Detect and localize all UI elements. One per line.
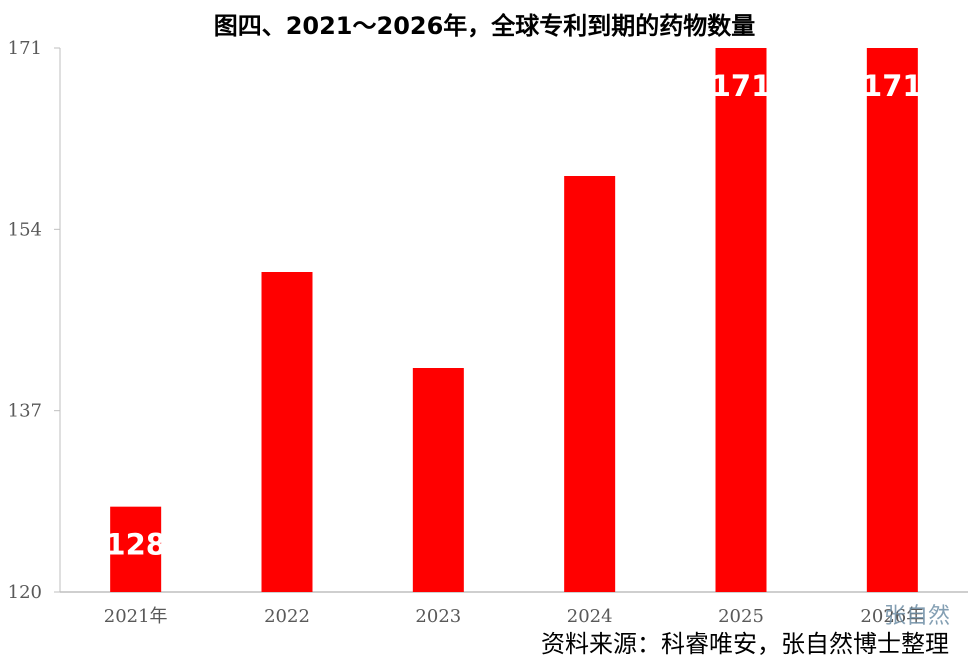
chart-title: 图四、2021～2026年，全球专利到期的药物数量 xyxy=(213,12,756,40)
data-label: 171 xyxy=(862,69,923,103)
bar-2021年 xyxy=(110,506,162,592)
y-tick-label: 137 xyxy=(8,401,42,422)
y-tick-label: 120 xyxy=(8,582,42,603)
y-tick-label: 171 xyxy=(8,38,42,59)
y-tick-label: 154 xyxy=(8,219,42,240)
bar-2023 xyxy=(412,368,464,592)
watermark-text: 张自然 xyxy=(884,604,951,629)
data-label: 128 xyxy=(105,528,166,562)
x-tick-label: 2021年 xyxy=(104,606,168,627)
x-tick-label: 2024 xyxy=(567,606,613,627)
data-label: 171 xyxy=(711,69,772,103)
source-note: 资料来源：科睿唯安，张自然博士整理 xyxy=(541,630,949,658)
bar-2025 xyxy=(715,48,767,592)
bar-2024 xyxy=(564,176,616,592)
x-tick-label: 2022 xyxy=(264,606,310,627)
bar-2022 xyxy=(261,272,313,592)
bar-2026年 xyxy=(866,48,918,592)
x-tick-label: 2026年 xyxy=(860,606,924,627)
x-tick-label: 2025 xyxy=(718,606,764,627)
x-tick-label: 2023 xyxy=(415,606,461,627)
